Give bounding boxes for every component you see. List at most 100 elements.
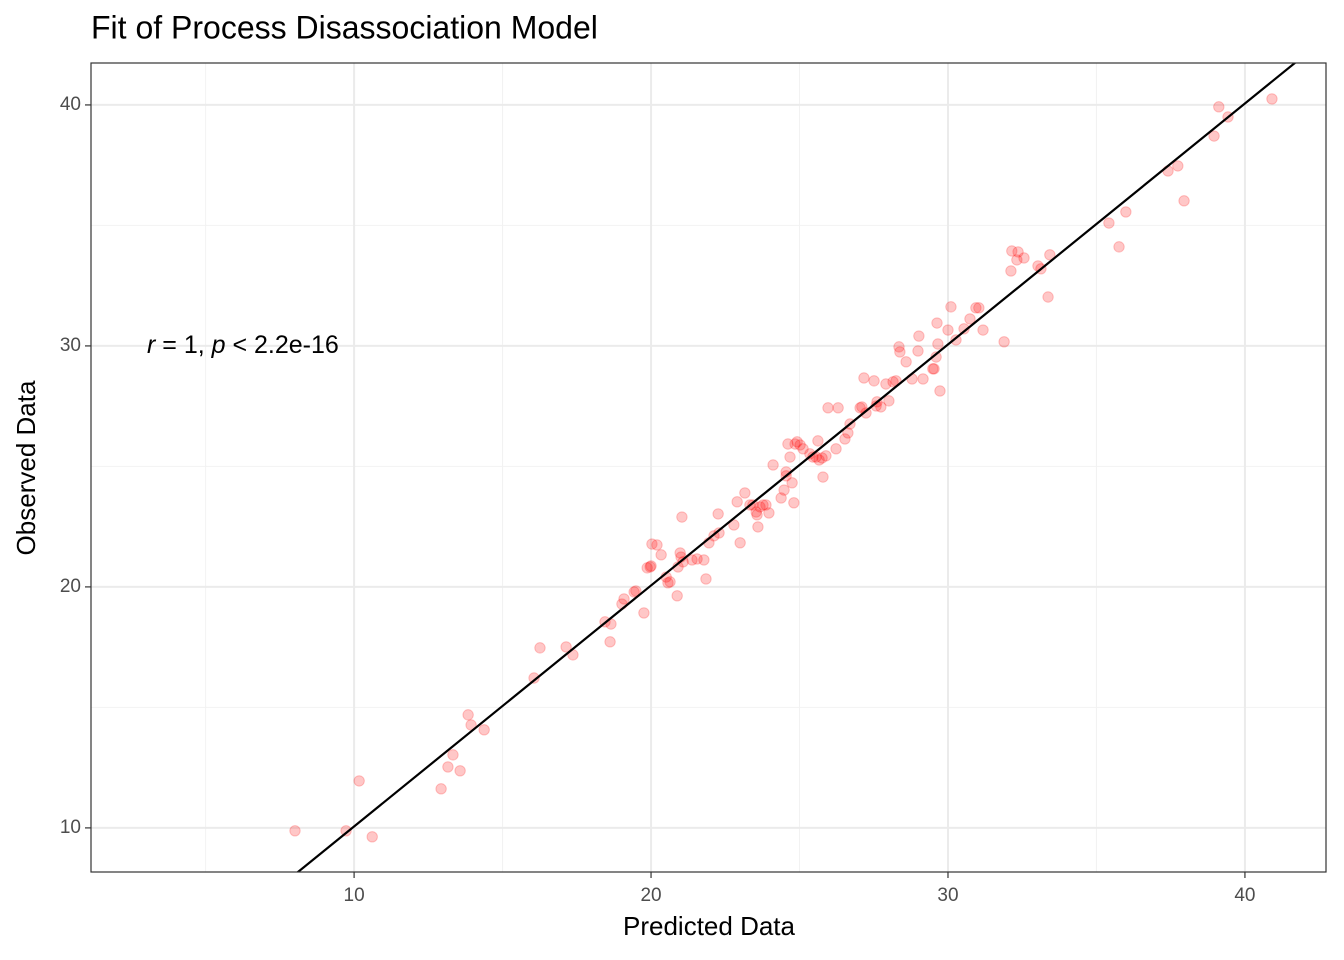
point: [788, 497, 800, 509]
panel-border: [90, 62, 1327, 873]
point: [734, 537, 746, 549]
point: [1120, 206, 1132, 218]
point: [630, 585, 642, 597]
point: [1006, 245, 1018, 257]
point: [1044, 249, 1056, 261]
point: [604, 636, 616, 648]
point: [1266, 93, 1278, 105]
point: [757, 499, 769, 511]
x-axis-title: Predicted Data: [623, 911, 796, 941]
point: [289, 825, 301, 837]
point: [913, 330, 925, 342]
point: [645, 560, 657, 572]
point: [560, 641, 572, 653]
x-tick-label: 30: [937, 885, 958, 906]
annotation-part: p: [211, 331, 226, 359]
point: [928, 363, 940, 375]
point: [789, 438, 801, 450]
point: [945, 301, 957, 313]
annotation-part: = 1,: [155, 331, 211, 359]
y-tick-label: 40: [60, 94, 81, 115]
point: [820, 450, 832, 462]
point: [478, 724, 490, 736]
point: [655, 549, 667, 561]
point: [893, 341, 905, 353]
x-tick-label: 40: [1234, 885, 1255, 906]
point: [454, 765, 466, 777]
point: [934, 385, 946, 397]
point: [816, 452, 828, 464]
chart-title: Fit of Process Disassociation Model: [91, 9, 598, 45]
point: [839, 433, 851, 445]
point: [1213, 101, 1225, 113]
point: [970, 302, 982, 314]
y-tick-label: 10: [60, 817, 81, 838]
point: [813, 454, 825, 466]
point: [713, 527, 725, 539]
point: [784, 451, 796, 463]
point: [931, 317, 943, 329]
point: [860, 407, 872, 419]
point: [728, 519, 740, 531]
point: [1178, 195, 1190, 207]
point: [791, 436, 803, 448]
point: [1162, 165, 1174, 177]
point: [442, 761, 454, 773]
point: [917, 373, 929, 385]
point: [822, 402, 834, 414]
point: [775, 492, 787, 504]
point: [752, 521, 764, 533]
point: [900, 356, 912, 368]
point: [950, 334, 962, 346]
point: [958, 323, 970, 335]
point: [894, 346, 906, 358]
point: [942, 324, 954, 336]
point: [1172, 160, 1184, 172]
point: [1042, 291, 1054, 303]
plot-area: [289, 63, 1297, 872]
point: [782, 438, 794, 450]
point: [712, 508, 724, 520]
point: [858, 372, 870, 384]
point: [447, 749, 459, 761]
point: [1113, 241, 1125, 253]
point: [366, 831, 378, 843]
point: [671, 590, 683, 602]
y-tick-label: 20: [60, 576, 81, 597]
point: [754, 501, 766, 513]
point: [804, 448, 816, 460]
point: [435, 783, 447, 795]
point: [677, 556, 689, 568]
point: [691, 553, 703, 565]
point: [998, 336, 1010, 348]
x-tick-label: 20: [640, 885, 661, 906]
point: [731, 496, 743, 508]
point: [1103, 217, 1115, 229]
point: [786, 477, 798, 489]
point: [674, 547, 686, 559]
y-tick-label: 30: [60, 335, 81, 356]
point: [618, 593, 630, 605]
point: [1208, 130, 1220, 142]
point: [651, 539, 663, 551]
point: [534, 642, 546, 654]
point: [1018, 252, 1030, 264]
point: [797, 443, 809, 455]
point: [641, 562, 653, 574]
point: [664, 576, 676, 588]
y-axis-title: Observed Data: [11, 380, 41, 555]
point: [1005, 265, 1017, 277]
point: [880, 378, 892, 390]
point: [739, 487, 751, 499]
point: [912, 345, 924, 357]
point: [832, 402, 844, 414]
point: [750, 506, 762, 518]
point: [868, 375, 880, 387]
point: [812, 435, 824, 447]
fit-line: [296, 63, 1297, 872]
point: [340, 825, 352, 837]
point: [760, 499, 772, 511]
point: [676, 511, 688, 523]
